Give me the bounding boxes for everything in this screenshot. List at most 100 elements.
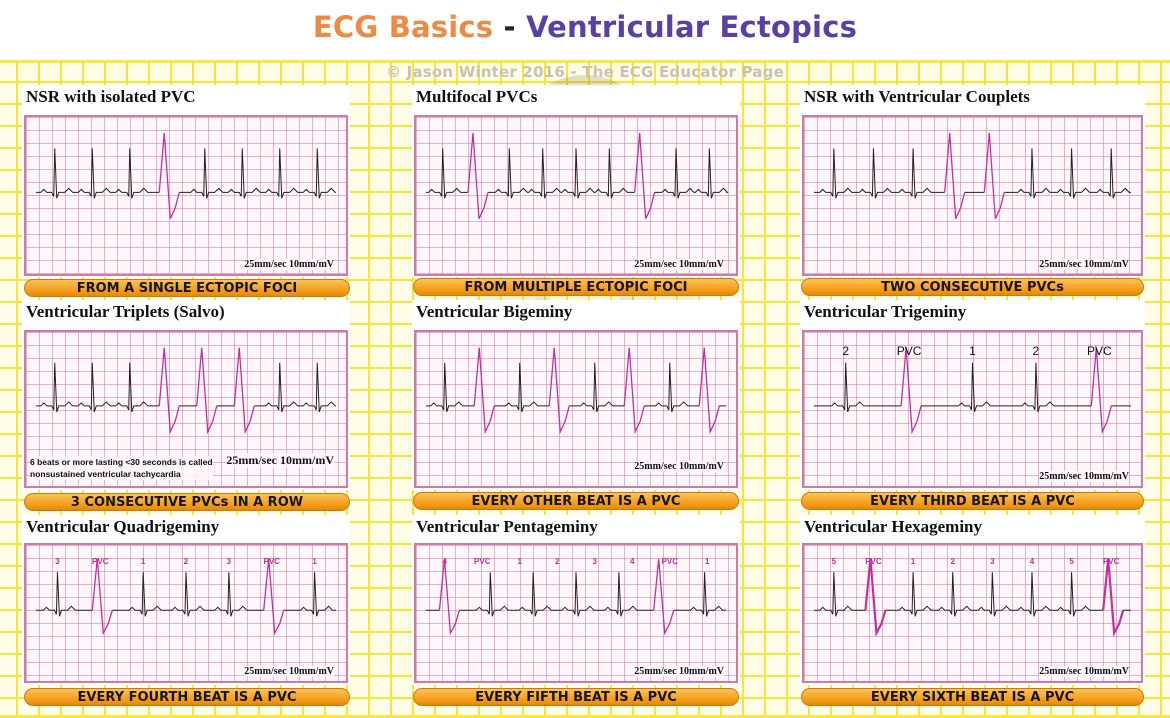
panel-title: NSR with isolated PVC [26, 87, 196, 106]
speed-gain-label: 25mm/sec 10mm/mV [244, 259, 334, 270]
description-banner: FROM MULTIPLE ECTOPIC FOCI [413, 278, 739, 296]
panel-ventricular-couplets: NSR with Ventricular Couplets 25mm/sec 1… [800, 85, 1145, 277]
beat-label: 4 [630, 557, 635, 566]
copyright-notice: © Jason Winter 2016 - The ECG Educator P… [386, 63, 784, 81]
beat-label: 2 [555, 557, 560, 566]
beat-label: PVC [897, 344, 922, 358]
description-banner: EVERY THIRD BEAT IS A PVC [801, 492, 1144, 510]
page-title: ECG Basics - Ventricular Ectopics [0, 10, 1170, 44]
beat-label: PVC [474, 557, 491, 566]
panel-title: Ventricular Pentageminy [416, 517, 598, 536]
panel-title: Ventricular Trigeminy [804, 302, 967, 321]
beat-label: 1 [312, 557, 317, 566]
panel-ventricular-trigeminy: Ventricular Trigeminy 2 PVC 1 2 PVC 25mm/sec… [800, 300, 1145, 490]
description-banner: TWO CONSECUTIVE PVCs [801, 278, 1144, 296]
panel-ventricular-bigeminy: Ventricular Bigeminy 25mm/sec 10mm/mV [412, 300, 740, 490]
ecg-trace [426, 132, 729, 220]
beat-label: 1 [141, 557, 146, 566]
beat-label: 2 [184, 557, 189, 566]
title-part-basics: ECG Basics [312, 10, 494, 44]
speed-gain-label: 25mm/sec 10mm/mV [1039, 471, 1129, 482]
pvc-complex [944, 132, 966, 220]
pvc-complex [158, 132, 180, 220]
beat-label: PVC [263, 557, 280, 566]
beat-label: 1 [969, 344, 976, 358]
normal-beat-trace [36, 362, 336, 413]
speed-gain-label: 25mm/sec 10mm/mV [634, 461, 724, 472]
pvc-complex [623, 347, 645, 435]
normal-beat-trace [426, 148, 729, 199]
panel-title: Ventricular Quadrigeminy [26, 517, 220, 536]
speed-gain-label: 25mm/sec 10mm/mV [634, 259, 724, 270]
pvc-complex [983, 132, 1005, 220]
panel-title: Ventricular Bigeminy [416, 302, 573, 321]
beat-label: 1 [705, 557, 710, 566]
pvc-complex [233, 347, 255, 435]
normal-beat-trace [36, 148, 336, 199]
beat-label: 3 [55, 557, 60, 566]
beat-label: 3 [593, 557, 598, 566]
beat-label: PVC [92, 557, 109, 566]
ecg-trace [814, 132, 1131, 220]
pvc-complex [473, 347, 495, 435]
ecg-trace: 5 PVC 1 2 3 4 5 PVC [814, 557, 1131, 637]
beat-label: PVC [662, 557, 679, 566]
beat-label: PVC [1087, 344, 1112, 358]
speed-gain-label: 25mm/sec 10mm/mV [244, 666, 334, 677]
panel-ventricular-pentageminy: Ventricular Pentageminy 4 PVC 1 2 3 4 PVC 1 25m… [412, 515, 740, 685]
ecg-trace [36, 347, 336, 435]
panel-ventricular-triplets: Ventricular Triplets (Salvo) 6 beats or … [22, 300, 350, 490]
pvc-complex [91, 558, 113, 636]
normal-beat-trace [426, 362, 726, 413]
pvc-complex [196, 347, 218, 435]
beat-label: 5 [1069, 557, 1074, 566]
ecg-strip: 6 beats or more lasting <30 seconds is c… [24, 330, 348, 488]
speed-gain-label: 25mm/sec 10mm/mV [634, 666, 724, 677]
panel-ventricular-quadrigeminy: Ventricular Quadrigeminy 3 PVC 1 2 3 PVC 1 25m… [22, 515, 350, 685]
beat-label: 4 [443, 557, 448, 566]
normal-beat-trace [814, 148, 1131, 199]
ecg-trace: 3 PVC 1 2 3 PVC 1 [36, 557, 336, 636]
pvc-complex [263, 558, 285, 636]
beat-label: 2 [842, 344, 849, 358]
pvc-complex [467, 132, 489, 220]
speed-gain-label: 25mm/sec 10mm/mV [226, 453, 334, 468]
ecg-strip: 2 PVC 1 2 PVC 25mm/sec 10mm/mV [802, 330, 1143, 488]
pvc-complex [438, 558, 461, 636]
speed-gain-label: 25mm/sec 10mm/mV [1039, 259, 1129, 270]
pvc-complex [548, 347, 570, 435]
ecg-strip: 25mm/sec 10mm/mV [414, 115, 738, 276]
pvc-complex [698, 347, 720, 435]
pvc-complex [634, 132, 656, 220]
nsvt-note-line2: nonsustained ventricular tachycardia [30, 469, 181, 479]
normal-beat-trace [814, 362, 1131, 413]
beat-label: 5 [832, 557, 837, 566]
ecg-strip: 3 PVC 1 2 3 PVC 1 25mm/sec 10mm/mV [24, 543, 348, 683]
title-part-topic: Ventricular Ectopics [526, 10, 858, 44]
beat-label: 2 [1033, 344, 1040, 358]
beat-label: 2 [950, 557, 955, 566]
pvc-complex [1102, 558, 1125, 637]
panel-title: NSR with Ventricular Couplets [804, 87, 1030, 106]
description-banner: EVERY OTHER BEAT IS A PVC [413, 492, 739, 510]
ecg-trace: 2 PVC 1 2 PVC [814, 344, 1131, 435]
pvc-complex [158, 347, 180, 435]
beat-label: 4 [1030, 557, 1035, 566]
description-banner: EVERY SIXTH BEAT IS A PVC [801, 688, 1144, 706]
ecg-strip: 25mm/sec 10mm/mV [24, 115, 348, 276]
pvc-complex [900, 347, 922, 435]
ecg-trace [36, 132, 336, 220]
normal-beat-trace [36, 572, 336, 617]
ecg-strip: 4 PVC 1 2 3 4 PVC 1 25mm/sec 10mm/mV [414, 543, 738, 683]
nsvt-note-line1: 6 beats or more lasting <30 seconds is c… [30, 457, 213, 467]
beat-label: PVC [1103, 557, 1120, 566]
ecg-strip: 25mm/sec 10mm/mV [802, 115, 1143, 276]
ecg-strip: 25mm/sec 10mm/mV [414, 330, 738, 488]
beat-label: PVC [865, 557, 882, 566]
description-banner: FROM A SINGLE ECTOPIC FOCI [24, 279, 350, 297]
normal-beat-trace [426, 572, 726, 617]
panel-title: Ventricular Triplets (Salvo) [26, 302, 225, 321]
pvc-complex [864, 558, 887, 637]
nsvt-note: 6 beats or more lasting <30 seconds is c… [30, 456, 213, 480]
panel-title: Ventricular Hexageminy [804, 517, 983, 536]
